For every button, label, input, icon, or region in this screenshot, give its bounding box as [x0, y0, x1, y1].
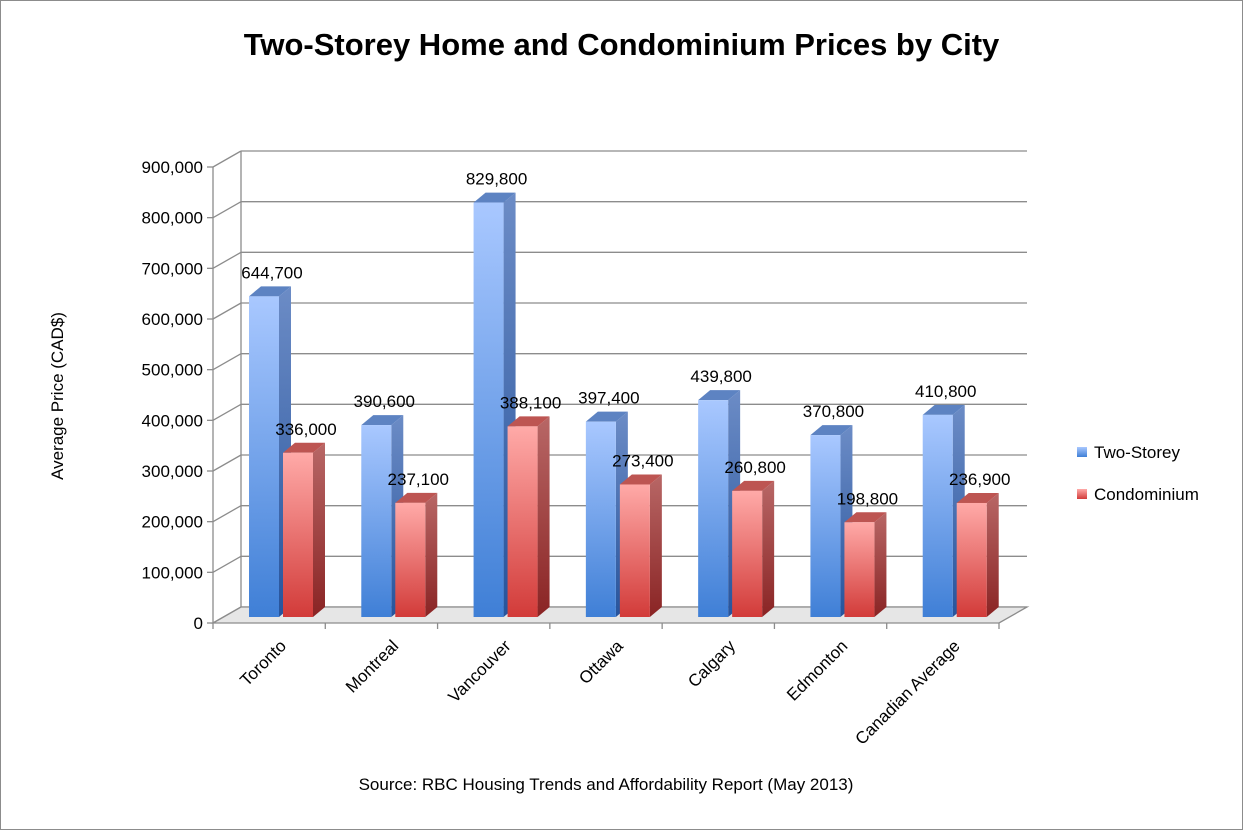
data-label: 273,400 [612, 451, 673, 470]
y-tick-label: 200,000 [142, 513, 203, 532]
bar-front [619, 484, 650, 617]
bar-condominium-montreal [395, 492, 438, 617]
y-axis-title: Average Price (CAD$) [48, 312, 67, 480]
legend-swatch-condominium [1077, 489, 1087, 499]
bar-front [361, 425, 392, 617]
bar-top [473, 192, 516, 203]
bar-front [395, 502, 426, 617]
bar-front [249, 296, 279, 617]
bar-top [619, 474, 662, 485]
bar-side [986, 492, 999, 617]
bar-front [844, 522, 875, 617]
bar-front [922, 414, 953, 617]
gridline-depth [212, 454, 242, 472]
bar-side [313, 442, 325, 617]
y-tick-label: 600,000 [142, 310, 203, 329]
x-tick-label: Toronto [236, 636, 290, 690]
bar-front [956, 502, 987, 617]
x-tick-label: Montreal [342, 636, 402, 696]
gridline-depth [212, 150, 242, 168]
data-label: 439,800 [690, 367, 751, 386]
legend-label-condominium: Condominium [1094, 485, 1199, 504]
data-label: 336,000 [275, 420, 336, 439]
data-label: 198,800 [837, 489, 898, 508]
data-label: 390,600 [354, 392, 415, 411]
bar-front [585, 421, 616, 617]
data-label: 829,800 [466, 170, 527, 189]
bar-condominium-ottawa [619, 474, 662, 617]
bar-top [810, 425, 853, 436]
y-tick-label: 100,000 [142, 563, 203, 582]
bar-top [844, 512, 887, 523]
bar-side [874, 512, 887, 617]
bar-condominium-vancouver [507, 416, 550, 617]
gridline-depth [212, 251, 242, 269]
bar-front [810, 435, 841, 617]
bar-condominium-edmonton [844, 512, 887, 617]
data-label: 237,100 [388, 470, 449, 489]
data-label: 644,700 [241, 263, 302, 282]
bar-top [283, 442, 325, 453]
bar-top [922, 404, 965, 415]
gridline-depth [212, 403, 242, 421]
bar-top [395, 492, 438, 503]
y-tick-label: 300,000 [142, 462, 203, 481]
bar-condominium-calgary [732, 480, 775, 617]
legend-swatch-two-storey [1077, 447, 1087, 457]
y-tick-label: 900,000 [142, 158, 203, 177]
bar-top [585, 411, 628, 422]
bar-front [507, 426, 538, 617]
bars-layer [249, 192, 999, 617]
bar-front [698, 400, 729, 617]
bar-top [956, 492, 999, 503]
legend-label-two-storey: Two-Storey [1094, 443, 1180, 462]
bar-top [361, 415, 404, 426]
y-tick-label: 0 [194, 614, 203, 633]
bar-two-storey-edmonton [810, 425, 853, 617]
x-tick-label: Vancouver [445, 636, 515, 706]
data-label: 410,800 [915, 382, 976, 401]
bar-top [249, 286, 291, 297]
data-label: 370,800 [803, 402, 864, 421]
bar-side [537, 416, 550, 617]
y-tick-label: 800,000 [142, 209, 203, 228]
bar-top [698, 390, 741, 401]
gridline-depth [212, 555, 242, 573]
x-tick-label: Ottawa [575, 636, 627, 688]
x-tick-label: Calgary [684, 636, 739, 691]
bar-top [732, 480, 775, 491]
y-tick-label: 700,000 [142, 259, 203, 278]
y-tick-label: 400,000 [142, 411, 203, 430]
bar-front [283, 452, 313, 617]
chart-title: Two-Storey Home and Condominium Prices b… [243, 27, 1000, 62]
data-label: 397,400 [578, 389, 639, 408]
gridline-depth [212, 505, 242, 523]
bar-condominium-toronto [283, 442, 325, 617]
bar-condominium-canadian-average [956, 492, 999, 617]
x-tick-label: Edmonton [783, 636, 851, 704]
gridline-depth [212, 302, 242, 320]
bar-top [507, 416, 550, 427]
grid-layer [207, 150, 1027, 629]
gridline-depth [212, 353, 242, 371]
bar-front [473, 202, 504, 617]
bar-side [762, 480, 775, 617]
bar-side [425, 492, 438, 617]
source-note: Source: RBC Housing Trends and Affordabi… [358, 775, 854, 794]
bar-side [649, 474, 662, 617]
data-label: 260,800 [724, 458, 785, 477]
data-label: 236,900 [949, 470, 1010, 489]
bar-front [732, 490, 763, 617]
x-tick-label: Canadian Average [852, 636, 964, 748]
y-tick-label: 500,000 [142, 361, 203, 380]
data-label: 388,100 [500, 393, 561, 412]
gridline-depth [212, 201, 242, 219]
